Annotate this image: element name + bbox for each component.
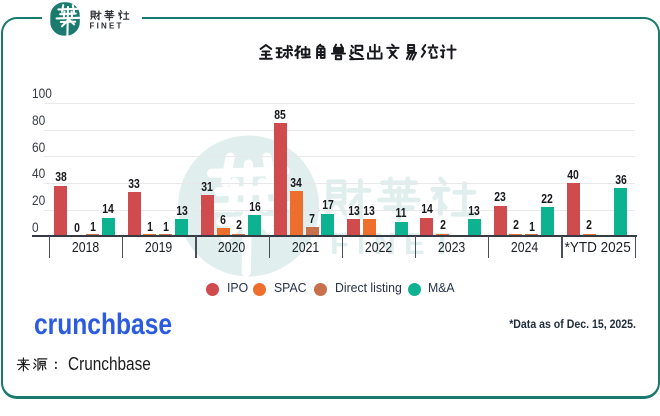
svg-text:FINET: FINET [90, 22, 124, 31]
